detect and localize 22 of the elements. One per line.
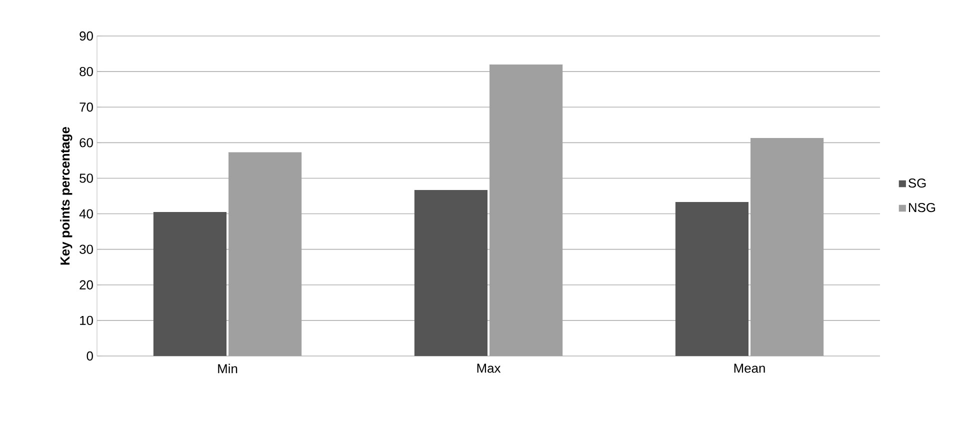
y-tick-label: 40	[79, 209, 93, 218]
bar	[750, 138, 824, 356]
y-tick-label: 10	[80, 316, 93, 326]
bar	[414, 190, 488, 356]
y-tick-label: 90	[80, 31, 93, 41]
y-tick-label: 0	[86, 351, 93, 361]
bar	[228, 152, 302, 356]
legend-label: NSG	[909, 202, 936, 212]
bar	[490, 64, 563, 356]
legend-label: SG	[908, 178, 926, 188]
x-tick-label: Mean	[734, 364, 765, 373]
y-tick-label: 70	[80, 102, 93, 112]
y-tick-label: 80	[80, 66, 93, 76]
y-tick-label: 60	[80, 138, 93, 148]
x-tick-label: Min	[218, 364, 238, 374]
y-axis-title: Key points percentage	[60, 126, 72, 265]
bar	[675, 202, 749, 356]
y-tick-label: 30	[80, 244, 93, 254]
x-tick-label: Max	[477, 364, 501, 373]
bar	[153, 212, 227, 356]
y-tick-label: 50	[80, 174, 93, 183]
y-tick-label: 20	[80, 280, 93, 290]
